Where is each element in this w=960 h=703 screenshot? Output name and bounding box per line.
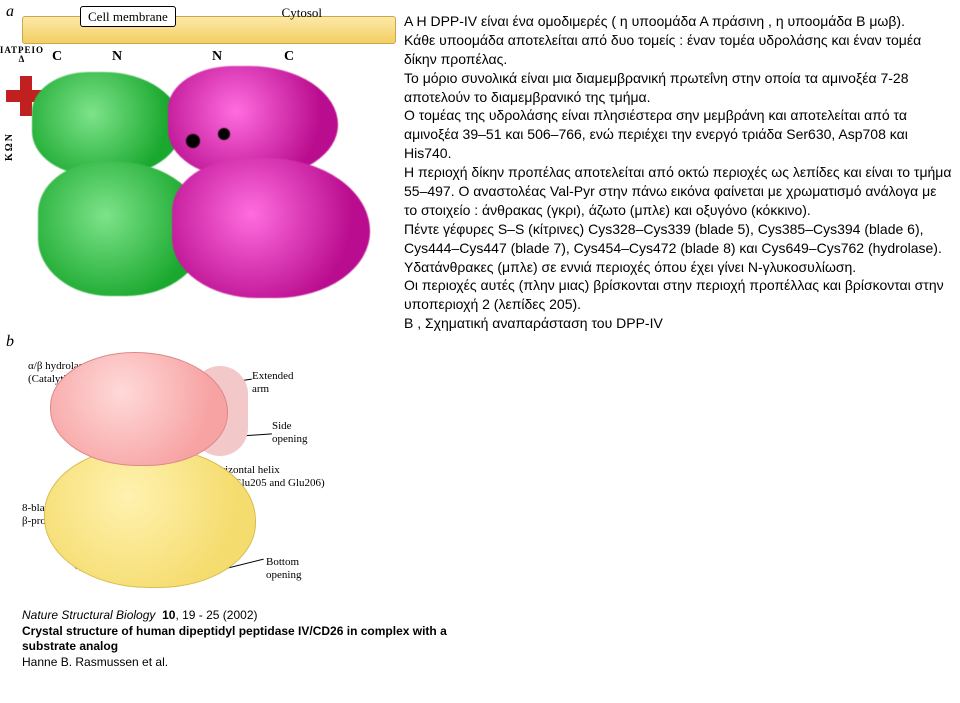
citation-authors: Hanne B. Rasmussen et al. — [22, 655, 168, 669]
body-p1: A Η DPP-IV είναι ένα ομοδιμερές ( η υποο… — [404, 12, 952, 31]
chain-c-label-1: C — [52, 50, 62, 64]
catalytic-domain-shape — [50, 352, 228, 466]
figure-a: Cell membrane Cytosol C N N C — [22, 6, 394, 312]
citation-pages: , 19 - 25 (2002) — [175, 608, 257, 622]
citation-journal: Nature Structural Biology — [22, 608, 155, 622]
body-text: A Η DPP-IV είναι ένα ομοδιμερές ( η υποο… — [404, 12, 952, 333]
propeller-domain-shape — [44, 446, 256, 588]
citation-block: Nature Structural Biology 10, 19 - 25 (2… — [22, 608, 452, 670]
membrane-label: Cell membrane — [80, 6, 176, 27]
ribbon-subunit-b-bottom — [172, 158, 370, 298]
body-p9: B , Σχηματική αναπαράσταση του DPP-IV — [404, 314, 952, 333]
figure-b: Ser630 Bent blade 1 α/β hydrolase domain… — [22, 346, 394, 600]
inhibitor-dot-1 — [186, 134, 200, 148]
cytosol-label: Cytosol — [282, 6, 322, 19]
panel-b-letter: b — [6, 334, 14, 350]
inhibitor-dot-2 — [218, 128, 230, 140]
citation-volume: 10 — [162, 608, 175, 622]
body-p8: Οι περιοχές αυτές (πλην μιας) βρίσκονται… — [404, 276, 952, 314]
bottom-opening-label: Bottom opening — [266, 556, 301, 581]
chain-n-label-1: N — [112, 50, 122, 64]
body-p5: Η περιοχή δίκην προπέλας αποτελείται από… — [404, 163, 952, 220]
side-opening-label: Side opening — [272, 420, 307, 445]
chain-c-label-2: C — [284, 50, 294, 64]
body-p3: Το μόριο συνολικά είναι μια διαμεμβρανικ… — [404, 69, 952, 107]
body-p7: Υδατάνθρακες (μπλε) σε εννιά περιοχές όπ… — [404, 258, 952, 277]
logo-side-text: ΚΩΝ — [4, 132, 15, 161]
body-p2: Κάθε υποομάδα αποτελείται από δυο τομείς… — [404, 31, 952, 69]
body-p6: Πέντε γέφυρες S–S (κίτρινες) Cys328–Cys3… — [404, 220, 952, 258]
ribbon-subunit-a-top — [32, 72, 182, 176]
extended-arm-label: Extended arm — [252, 370, 294, 395]
body-p4: Ο τομέας της υδρολάσης είναι πλησιέστερα… — [404, 106, 952, 163]
page-root: a b ΙΑΤΡΕΙΟ Δ ΚΩΝ Cell membrane Cytosol … — [0, 0, 960, 703]
panel-a-letter: a — [6, 4, 14, 20]
citation-title: Crystal structure of human dipeptidyl pe… — [22, 624, 447, 654]
chain-n-label-2: N — [212, 50, 222, 64]
membrane-bar — [22, 16, 396, 44]
